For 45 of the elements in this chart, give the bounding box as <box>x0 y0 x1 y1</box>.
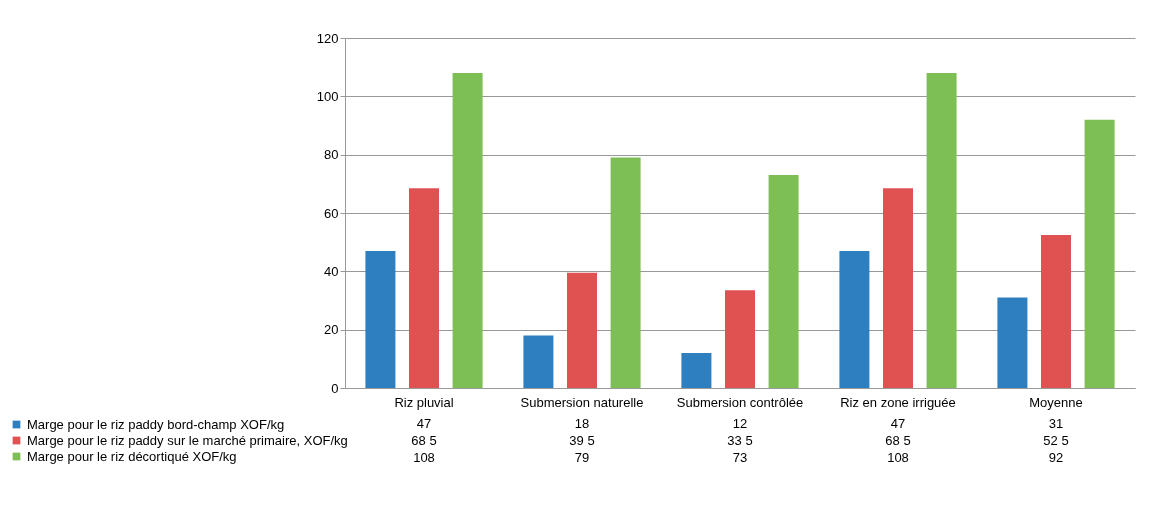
bar <box>997 297 1028 388</box>
bar <box>926 73 957 388</box>
bar <box>1041 234 1071 388</box>
data-label: 92 <box>1048 450 1064 465</box>
bar <box>768 175 799 388</box>
data-label: 39 5 <box>569 433 595 448</box>
data-label: 79 <box>574 450 590 465</box>
y-tick-label: 0 <box>331 380 339 396</box>
data-label: 33 5 <box>727 433 753 448</box>
bar <box>452 73 483 388</box>
x-tick-label: Riz pluvial <box>394 394 454 410</box>
bar <box>409 188 439 388</box>
data-label: 47 <box>890 416 906 431</box>
bar <box>523 335 554 388</box>
y-tick-label: 100 <box>316 88 339 104</box>
data-label: 47 <box>416 416 432 431</box>
x-tick-label: Submersion contrôlée <box>676 394 804 410</box>
data-label: 108 <box>887 450 909 465</box>
data-label: 68 5 <box>885 433 911 448</box>
y-tick-label: 80 <box>324 147 339 163</box>
bar <box>365 250 396 388</box>
x-tick-label: Moyenne <box>1029 394 1083 410</box>
data-label: 108 <box>413 450 435 465</box>
bar <box>681 353 712 388</box>
legend-label: Marge pour le riz paddy sur le marché primaire, XOF/kg <box>27 432 348 448</box>
data-label: 12 <box>732 416 748 431</box>
y-tick-label: 40 <box>324 263 339 279</box>
data-label: 73 <box>732 450 748 465</box>
bar <box>610 157 641 388</box>
data-label: 18 <box>574 416 590 431</box>
bar <box>839 250 870 388</box>
data-label: 31 <box>1048 416 1064 431</box>
legend-label: Marge pour le riz décortiqué XOF/kg <box>27 448 237 464</box>
legend-label: Marge pour le riz paddy bord-champ XOF/kg <box>27 416 285 432</box>
bar <box>567 272 597 388</box>
data-label: 68 5 <box>411 433 437 448</box>
bar <box>883 188 913 388</box>
x-tick-label: Submersion naturelle <box>520 394 644 410</box>
bar <box>1084 119 1115 388</box>
y-tick-label: 20 <box>324 322 339 338</box>
data-label: 52 5 <box>1043 433 1069 448</box>
x-tick-label: Riz en zone irriguée <box>840 394 956 410</box>
y-tick-label: 60 <box>324 205 339 221</box>
y-tick-label: 120 <box>316 30 339 46</box>
bar <box>725 290 755 388</box>
